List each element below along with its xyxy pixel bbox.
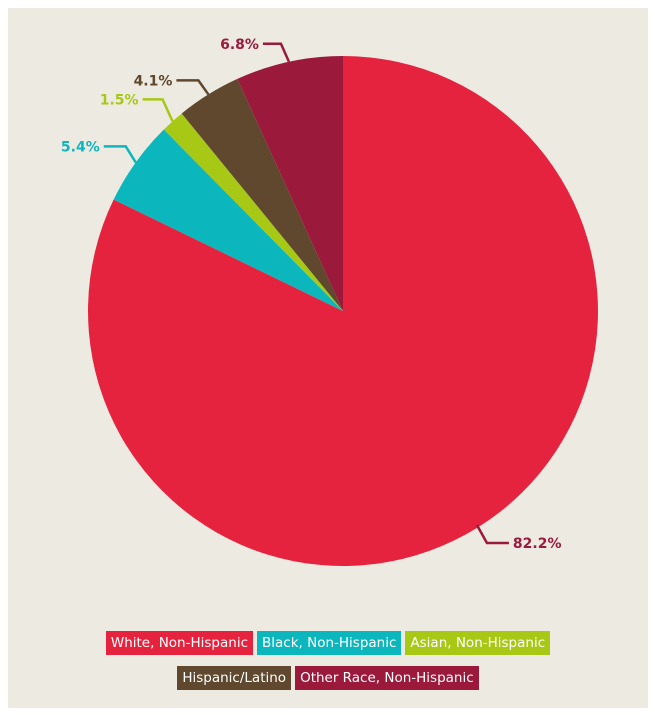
- pie-slice-hispanic-latino: [181, 78, 343, 311]
- data-label-black-non-hispanic: 5.4%: [61, 139, 100, 155]
- leader-line-hispanic-latino: [176, 79, 210, 96]
- legend-item-white-non-hispanic: White, Non-Hispanic: [105, 631, 253, 655]
- pie-slice-other-race-non-hispanic: [237, 56, 343, 311]
- legend-item-other-race-non-hispanic: Other Race, Non-Hispanic: [295, 666, 479, 690]
- legend-row: Hispanic/Latino Other Race, Non-Hispanic: [8, 666, 648, 690]
- data-label-asian-non-hispanic: 1.5%: [100, 92, 139, 108]
- leader-line-asian-non-hispanic: [142, 98, 174, 122]
- legend-row: White, Non-Hispanic Black, Non-Hispanic As…: [8, 631, 648, 655]
- chart-panel: 82.2% 5.4% 1.5% 4.1% 6.8% White, Non-Hispani…: [8, 8, 648, 708]
- data-label-white-non-hispanic: 82.2%: [513, 536, 562, 552]
- leader-line-white-non-hispanic: [475, 524, 509, 545]
- legend-item-hispanic-latino: Hispanic/Latino: [177, 666, 292, 690]
- pie-slice-asian-non-hispanic: [163, 113, 343, 312]
- legend-item-black-non-hispanic: Black, Non-Hispanic: [257, 631, 402, 655]
- data-label-other-race-non-hispanic: 6.8%: [220, 37, 259, 53]
- pie-slice-black-non-hispanic: [113, 129, 343, 311]
- pie-chart: 82.2% 5.4% 1.5% 4.1% 6.8%: [61, 37, 599, 566]
- data-label-hispanic-latino: 4.1%: [134, 73, 173, 89]
- leader-line-black-non-hispanic: [103, 145, 137, 164]
- leader-line-other-race-non-hispanic: [262, 42, 291, 63]
- legend-item-asian-non-hispanic: Asian, Non-Hispanic: [405, 631, 551, 655]
